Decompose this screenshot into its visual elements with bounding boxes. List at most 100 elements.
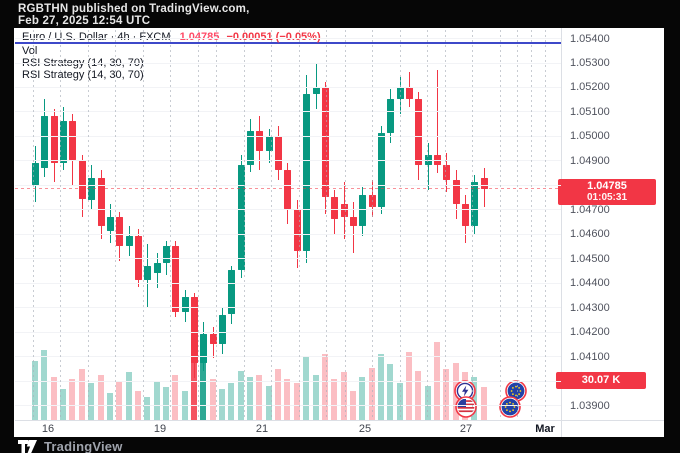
time-axis-label[interactable]: 27 xyxy=(459,423,473,435)
time-axis-label[interactable]: 19 xyxy=(153,423,167,435)
volume-bar xyxy=(471,377,478,420)
horizontal-gridline xyxy=(15,405,561,406)
symbol-title: Euro / U.S. Dollar · 4h · FXCM 1.04785 −… xyxy=(22,31,321,43)
vertical-gridline xyxy=(198,30,199,420)
volume-bar xyxy=(69,379,76,420)
candle-body xyxy=(237,165,245,271)
vertical-gridline xyxy=(60,30,61,420)
candle-body xyxy=(50,116,58,163)
price-axis-label: 1.05100 xyxy=(570,105,610,118)
horizontal-gridline xyxy=(15,86,561,88)
last-price-badge: 1.04785 01:05:31 xyxy=(558,179,656,205)
candle-body xyxy=(293,209,301,251)
vertical-gridline xyxy=(88,30,89,420)
price-axis-label: 1.05200 xyxy=(570,81,610,94)
indicator-overlay-line xyxy=(15,42,561,44)
volume-bar xyxy=(275,369,282,420)
vertical-gridline xyxy=(299,30,300,420)
volume-bar xyxy=(340,372,347,420)
price-axis-label: 1.05000 xyxy=(570,130,610,143)
candle-body xyxy=(209,334,217,344)
candle-body xyxy=(265,135,273,151)
attribution-line-2: Feb 27, 2025 12:54 UTC xyxy=(18,15,151,27)
candle-body xyxy=(78,160,86,200)
eu-flag-event-icon[interactable] xyxy=(499,396,521,418)
us-flag-event-icon[interactable] xyxy=(455,396,477,418)
candle-body xyxy=(284,170,292,210)
horizontal-gridline xyxy=(15,307,561,309)
candle-body xyxy=(424,155,432,166)
symbol-name: Euro / U.S. Dollar · 4h · FXCM xyxy=(22,31,171,43)
volume-bar xyxy=(415,370,422,420)
candle-body xyxy=(471,182,479,227)
candle-body xyxy=(153,263,161,273)
candle-body xyxy=(452,179,460,205)
candle-body xyxy=(247,131,254,166)
candle-body xyxy=(340,204,348,217)
price-axis-label: 1.04900 xyxy=(570,154,610,167)
indicator-label-rsi-strategy-2: RSI Strategy (14, 30, 70) xyxy=(22,69,144,81)
vertical-gridline xyxy=(143,30,144,420)
volume-bar xyxy=(256,374,263,420)
vertical-gridline xyxy=(545,30,546,420)
vertical-gridline xyxy=(472,30,473,420)
last-price-badge-value: 1.04785 xyxy=(587,180,627,192)
vertical-gridline xyxy=(400,30,401,420)
volume-bar xyxy=(88,383,95,420)
volume-bar xyxy=(41,350,48,420)
volume-bar xyxy=(359,377,366,420)
candle-body xyxy=(406,86,413,100)
candle-body xyxy=(331,197,339,219)
candle-body xyxy=(312,86,320,95)
candle-body xyxy=(275,135,283,171)
candle-countdown: 01:05:31 xyxy=(586,192,628,203)
candle-body xyxy=(387,99,395,134)
candle-body xyxy=(116,216,124,246)
horizontal-gridline xyxy=(15,184,561,186)
time-axis-label[interactable]: 25 xyxy=(358,423,372,435)
tradingview-logo[interactable]: TradingView xyxy=(18,439,123,453)
time-axis-border xyxy=(15,420,664,421)
candle-body xyxy=(434,155,442,166)
time-axis-label[interactable]: Mar xyxy=(535,423,555,435)
volume-bar xyxy=(219,388,225,420)
candle-wick xyxy=(315,62,317,109)
volume-bar xyxy=(396,383,403,420)
candle-wick xyxy=(352,201,354,254)
candle-body xyxy=(377,133,385,207)
price-axis-label: 1.05400 xyxy=(570,32,610,45)
volume-bar xyxy=(303,356,310,420)
vertical-gridline xyxy=(271,30,272,420)
attribution-line-1: RGBTHN published on TradingView.com, xyxy=(18,3,250,15)
volume-bar xyxy=(265,385,272,420)
vertical-gridline xyxy=(517,30,518,420)
candle-body xyxy=(97,177,105,227)
price-axis-label: 1.04400 xyxy=(570,277,610,290)
volume-bar xyxy=(293,383,300,420)
candle-body xyxy=(162,246,170,264)
volume-bar xyxy=(321,354,328,420)
tradingview-logo-text: TradingView xyxy=(44,439,123,453)
eu-flag-event-icon[interactable] xyxy=(505,380,527,402)
volume-bar xyxy=(480,387,487,420)
time-axis-label[interactable]: 21 xyxy=(255,423,269,435)
vertical-gridline xyxy=(372,30,373,420)
vertical-gridline xyxy=(500,30,501,420)
price-axis-label: 1.04200 xyxy=(570,326,610,339)
candle-body xyxy=(172,246,180,313)
horizontal-gridline xyxy=(15,38,561,39)
tradingview-logo-icon xyxy=(18,440,37,453)
candle-body xyxy=(144,265,152,281)
horizontal-gridline xyxy=(15,135,561,137)
price-axis-label: 1.03900 xyxy=(570,399,610,412)
candle-body xyxy=(415,99,423,166)
candle-body xyxy=(443,165,451,180)
volume-bar xyxy=(153,380,160,420)
vertical-gridline xyxy=(531,30,532,420)
volume-bar xyxy=(190,338,197,420)
volume-bar xyxy=(144,397,151,420)
time-axis-label[interactable]: 16 xyxy=(41,423,55,435)
candle-body xyxy=(303,94,311,251)
price-axis-label: 1.05300 xyxy=(570,57,610,69)
volume-bar xyxy=(331,379,338,420)
